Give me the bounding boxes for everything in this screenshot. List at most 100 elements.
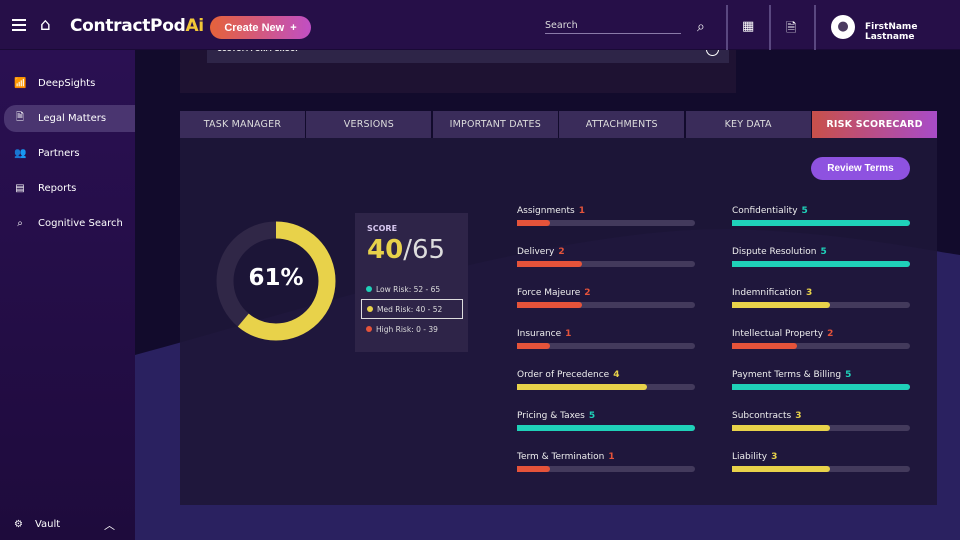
risk-label: Indemnification 3 xyxy=(732,288,813,298)
sidebar: 📶 DeepSights 🗎 Legal Matters 👥 Partners ▤ Repor… xyxy=(0,50,135,540)
risk-item: Delivery 2 xyxy=(517,247,695,267)
risk-bar-fill xyxy=(517,425,695,431)
risk-legend-item: High Risk: 0 - 39 xyxy=(361,319,463,339)
risk-bar-track xyxy=(517,302,695,308)
risk-bar-fill xyxy=(517,466,550,472)
tab-versions[interactable]: VERSIONS xyxy=(306,111,432,138)
risk-bar-track xyxy=(517,343,695,349)
sidebar-item-legal-matters[interactable]: 🗎 Legal Matters xyxy=(4,105,135,132)
user-name[interactable]: FirstName Lastname xyxy=(865,22,918,42)
risk-label: Intellectual Property 2 xyxy=(732,329,834,339)
sidebar-item-deepsights[interactable]: 📶 DeepSights xyxy=(4,70,135,97)
sidebar-item-label: Legal Matters xyxy=(38,113,107,124)
vault-item[interactable]: ⚙ Vault xyxy=(14,519,61,530)
tab-key-data[interactable]: KEY DATA xyxy=(685,111,811,138)
risk-scorecard-panel: Review Terms 61% SCORE 40/65 Low Risk: 5… xyxy=(180,138,937,505)
risk-item: Force Majeure 2 xyxy=(517,288,695,308)
sidebar-item-label: Cognitive Search xyxy=(38,218,123,229)
tab-task-manager[interactable]: TASK MANAGER xyxy=(180,111,305,138)
risk-bar-track xyxy=(517,466,695,472)
sidebar-item-label: Partners xyxy=(38,148,80,159)
risk-label: Order of Precedence 4 xyxy=(517,370,620,380)
risk-item: Payment Terms & Billing 5 xyxy=(732,370,910,390)
sidebar-item-cognitive-search[interactable]: ⌕ Cognitive Search xyxy=(4,210,135,237)
risk-label: Assignments 1 xyxy=(517,206,585,216)
risk-bar-track xyxy=(517,425,695,431)
review-terms-button[interactable]: Review Terms xyxy=(811,157,910,180)
risk-bar-track xyxy=(732,261,910,267)
risk-item: Term & Termination 1 xyxy=(517,452,695,472)
divider xyxy=(814,5,816,50)
risk-bar-track xyxy=(732,220,910,226)
search-icon: ⌕ xyxy=(17,218,23,229)
document-check-icon[interactable]: 🗎 xyxy=(786,21,797,36)
risk-label: Delivery 2 xyxy=(517,247,565,257)
risk-bar-fill xyxy=(732,302,830,308)
risk-bar-fill xyxy=(517,343,550,349)
risk-bar-fill xyxy=(517,302,583,308)
avatar[interactable]: ● xyxy=(831,15,855,39)
chevron-up-icon[interactable]: ︿ xyxy=(104,519,115,532)
legend-dot xyxy=(367,306,373,312)
risk-label: Insurance 1 xyxy=(517,329,572,339)
gear-icon: ⚙ xyxy=(14,519,23,530)
risk-bar-fill xyxy=(517,384,648,390)
risk-bar-track xyxy=(732,384,910,390)
risk-legend-item: Low Risk: 52 - 65 xyxy=(361,279,463,299)
risk-item: Subcontracts 3 xyxy=(732,411,910,431)
risk-item: Intellectual Property 2 xyxy=(732,329,910,349)
chart-icon: 📶 xyxy=(14,78,27,89)
users-icon: 👥 xyxy=(14,148,27,159)
risk-bar-fill xyxy=(517,220,550,226)
legend-dot xyxy=(366,326,372,332)
risk-bar-track xyxy=(517,220,695,226)
tab-attachments[interactable]: ATTACHMENTS xyxy=(559,111,685,138)
risk-bar-track xyxy=(517,384,695,390)
risk-bar-fill xyxy=(732,466,830,472)
risk-bar-track xyxy=(732,425,910,431)
home-icon[interactable]: ⌂ xyxy=(40,15,51,35)
risk-label: Subcontracts 3 xyxy=(732,411,802,421)
calendar-icon[interactable]: ▦ xyxy=(742,19,755,34)
risk-bar-fill xyxy=(732,384,910,390)
search-input[interactable]: Search xyxy=(545,20,681,34)
risk-item: Assignments 1 xyxy=(517,206,695,226)
search-icon[interactable]: ⌕ xyxy=(697,19,705,35)
logo[interactable]: ContractPodAi xyxy=(70,16,204,36)
risk-item: Confidentiality 5 xyxy=(732,206,910,226)
document-icon: 🗎 xyxy=(15,112,25,123)
risk-label: Confidentiality 5 xyxy=(732,206,808,216)
report-icon: ▤ xyxy=(15,183,25,194)
tab-important-dates[interactable]: IMPORTANT DATES xyxy=(432,111,558,138)
score-percent: 61% xyxy=(248,265,304,291)
tab-risk-scorecard[interactable]: RISK SCORECARD xyxy=(812,111,938,138)
risk-legend-item: Med Risk: 40 - 52 xyxy=(361,299,463,319)
risk-label: Liability 3 xyxy=(732,452,778,462)
risk-label: Payment Terms & Billing 5 xyxy=(732,370,852,380)
risk-label: Dispute Resolution 5 xyxy=(732,247,827,257)
risk-item: Indemnification 3 xyxy=(732,288,910,308)
sidebar-item-label: Reports xyxy=(38,183,77,194)
score-box: SCORE 40/65 Low Risk: 52 - 65 Med Risk: 4… xyxy=(355,213,468,352)
risk-label: Term & Termination 1 xyxy=(517,452,615,462)
score-label: SCORE xyxy=(367,224,398,233)
risk-bar-track xyxy=(732,343,910,349)
divider xyxy=(726,5,728,50)
risk-bar-fill xyxy=(517,261,583,267)
risk-item: Dispute Resolution 5 xyxy=(732,247,910,267)
score-value: 40/65 xyxy=(367,235,446,265)
risk-label: Force Majeure 2 xyxy=(517,288,591,298)
risk-bar-fill xyxy=(732,343,798,349)
sidebar-item-reports[interactable]: ▤ Reports xyxy=(4,175,135,202)
sidebar-item-label: DeepSights xyxy=(38,78,96,89)
risk-item: Pricing & Taxes 5 xyxy=(517,411,695,431)
sidebar-item-partners[interactable]: 👥 Partners xyxy=(4,140,135,167)
risk-bar-track xyxy=(732,302,910,308)
risk-item: Insurance 1 xyxy=(517,329,695,349)
risk-bar-fill xyxy=(732,425,830,431)
tab-bar: TASK MANAGER VERSIONS IMPORTANT DATES ATTAC… xyxy=(180,111,938,138)
create-new-button[interactable]: Create New + xyxy=(210,16,311,39)
menu-icon[interactable] xyxy=(12,19,26,31)
risk-bar-track xyxy=(732,466,910,472)
risk-bar-fill xyxy=(732,220,910,226)
